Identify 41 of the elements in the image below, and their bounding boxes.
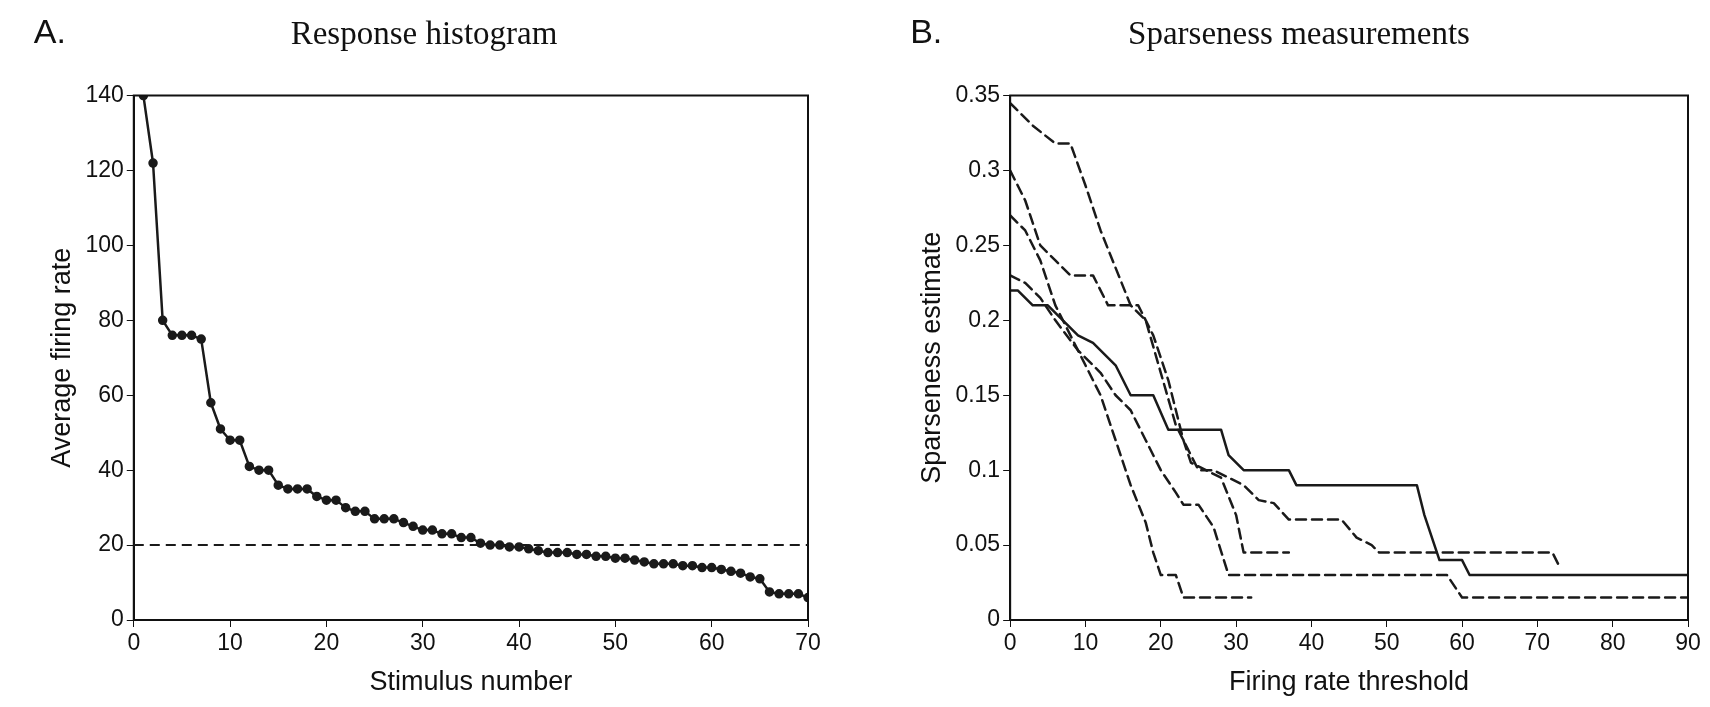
y-tick-label: 0.3	[968, 155, 1001, 182]
chart-title: Sparseness measurements	[1128, 15, 1470, 52]
x-tick-label: 30	[409, 629, 436, 656]
y-tick-label: 0	[987, 605, 1001, 632]
y-tick-label: 0.05	[955, 530, 1001, 557]
x-tick-label: 70	[1524, 629, 1551, 656]
x-tick-label: 60	[698, 629, 725, 656]
y-tick-label: 20	[98, 530, 124, 557]
y-tick-label: 60	[98, 380, 124, 407]
x-tick-label: 10	[1072, 629, 1099, 656]
x-tick-label: 50	[602, 629, 629, 656]
x-tick-label: 20	[313, 629, 340, 656]
y-tick-label: 0.35	[955, 80, 1001, 107]
x-tick-label: 10	[217, 629, 243, 656]
x-tick-label: 0	[127, 629, 141, 656]
y-tick-label: 0.25	[955, 230, 1001, 257]
x-tick-label: 80	[1599, 629, 1626, 656]
y-tick-label: 0.15	[955, 380, 1001, 407]
y-tick-label: 120	[85, 155, 124, 182]
y-tick-label: 80	[98, 305, 124, 332]
x-tick-label: 60	[1449, 629, 1475, 656]
y-tick-label: 0.2	[968, 305, 1001, 332]
y-axis-title: Average firing rate	[45, 247, 76, 468]
text: A.	[33, 12, 66, 51]
y-tick-label: 40	[98, 455, 124, 482]
x-axis-title: Firing rate threshold	[1229, 666, 1470, 697]
y-tick-label: 0	[110, 605, 124, 632]
y-tick-label: 0.1	[968, 455, 1001, 482]
x-tick-label: 20	[1148, 629, 1174, 656]
chart-title: Response histogram	[290, 15, 558, 52]
x-tick-label: 50	[1373, 629, 1400, 656]
x-tick-label: 40	[1298, 629, 1325, 656]
x-tick-label: 40	[506, 629, 532, 656]
text: B.	[910, 12, 943, 51]
x-tick-label: 30	[1223, 629, 1249, 656]
x-tick-label: 90	[1675, 629, 1701, 656]
x-tick-label: 70	[795, 629, 821, 656]
y-tick-label: 100	[85, 230, 124, 257]
x-axis-title: Stimulus number	[369, 666, 573, 697]
y-axis-title: Sparseness estimate	[915, 231, 946, 484]
y-tick-label: 140	[85, 80, 124, 107]
